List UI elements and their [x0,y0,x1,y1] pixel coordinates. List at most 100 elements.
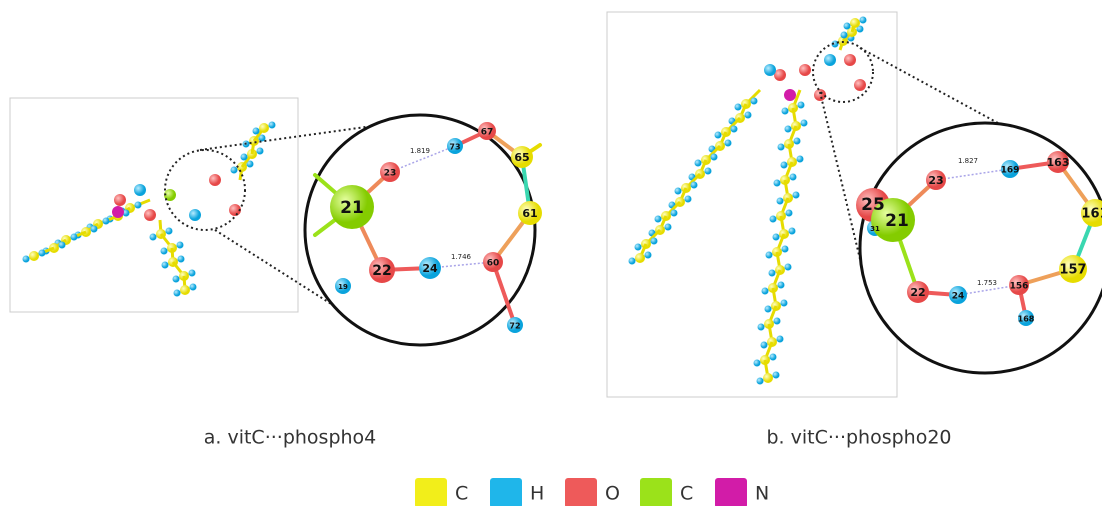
atom-label: 168 [1018,315,1035,324]
atom [189,209,201,221]
atom [777,198,784,205]
atom [801,120,808,127]
legend-swatch [640,478,672,506]
atom-label: 156 [1010,282,1029,292]
atom [691,182,698,189]
atom [824,54,836,66]
atom [782,108,789,115]
distance-label: 1.819 [410,147,430,155]
atom [59,242,66,249]
atom [209,174,221,186]
atom-label: 60 [487,259,500,269]
legend-label: H [530,483,544,505]
atom-label: 161 [1081,207,1102,222]
zoom-marker [813,42,873,102]
atom [671,210,678,217]
atom [134,184,146,196]
atom [190,284,197,291]
atom [774,180,781,187]
atom [797,156,804,163]
atom [786,210,793,217]
distance-label: 1.753 [977,279,997,287]
atom-label: 25 [861,195,885,215]
atom [103,218,110,225]
atom [770,354,777,361]
atom [745,112,752,119]
atom [23,256,30,263]
atom [685,196,692,203]
atom [785,126,792,133]
atom [781,162,788,169]
atom [112,206,124,218]
atom [150,234,157,241]
atom [761,342,768,349]
caption: b. vitC···phospho20 [766,427,951,449]
atom [39,250,46,257]
atom [231,167,238,174]
atom [735,104,742,111]
atom [71,234,78,241]
atom [189,270,196,277]
legend-swatch [565,478,597,506]
atom-label: 19 [338,283,348,291]
figure: 21 23 22 24 73 67 65 61 60 72 19 1.819 1… [0,0,1102,506]
atom [773,372,780,379]
atom [751,98,758,105]
atom [174,290,181,297]
panel-frame [607,12,897,397]
atom [850,18,860,28]
atom [655,216,662,223]
atom [762,288,769,295]
atom [629,258,636,265]
atom [91,226,98,233]
atom-label: 65 [514,151,529,164]
atom-label: 31 [870,225,880,233]
atom [785,264,792,271]
atom [764,64,776,76]
atom [135,202,142,209]
atom [758,324,765,331]
atom [162,262,169,269]
atom [173,276,180,283]
atom [841,32,848,39]
atom-label: 61 [522,207,537,220]
legend-label: O [605,483,620,505]
atom [144,209,156,221]
atom [844,23,851,30]
atom [784,89,796,101]
atom-label: 23 [384,169,397,179]
atom-label: 67 [481,128,494,138]
atom [770,216,777,223]
atom-label: 24 [422,262,438,275]
atom [259,123,269,133]
legend-swatch [715,478,747,506]
atom [790,174,797,181]
zoom-view: 21 23 22 24 73 67 65 61 60 72 19 1.819 1… [305,115,542,345]
atom [782,246,789,253]
distance-label: 1.827 [958,157,978,165]
zoom-marker [165,150,245,230]
atom-label: 163 [1047,156,1070,169]
atom [754,360,761,367]
atom [793,192,800,199]
atom [177,242,184,249]
atom [635,253,645,263]
atom [763,373,773,383]
legend-label: C [680,483,693,505]
legend-swatch [415,478,447,506]
atom [799,64,811,76]
zoom-line [820,92,865,280]
atom [757,378,764,385]
atom [860,17,867,24]
atom [766,252,773,259]
atom [778,144,785,151]
atom [29,251,39,261]
legend-label: N [755,483,769,505]
atom [180,285,190,295]
atom-label: 22 [910,286,925,299]
atom-label: 24 [952,292,965,302]
atom [794,138,801,145]
atom-label: 169 [1001,166,1020,176]
atom [711,154,718,161]
